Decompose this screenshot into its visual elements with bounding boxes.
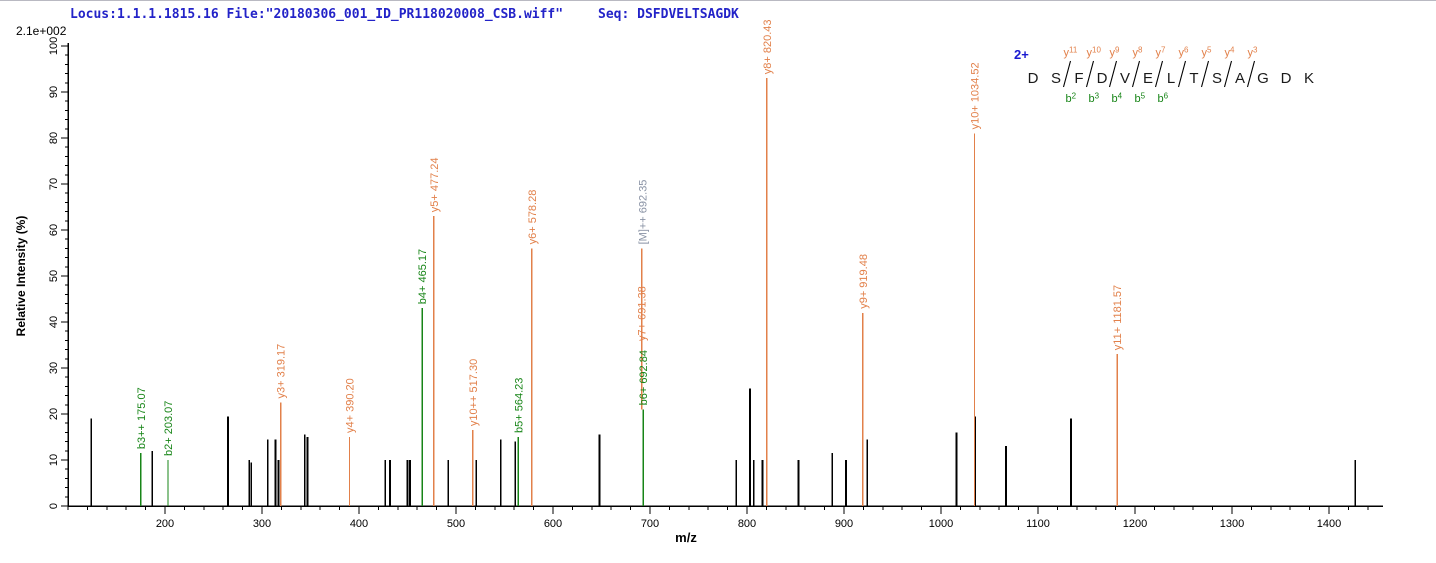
x-tick-label: 200 — [156, 518, 174, 530]
residue-letter: L — [1167, 70, 1175, 87]
y-tick-label: 70 — [48, 178, 60, 190]
y-ion-label: y4 — [1225, 46, 1236, 60]
x-tick-label: 1200 — [1123, 518, 1147, 530]
peak-label: b6+ 692.84 — [638, 350, 650, 405]
y-tick-label: 30 — [48, 362, 60, 374]
cleavage-mark — [1223, 60, 1233, 88]
cleavage-mark — [1177, 60, 1187, 88]
y-tick-label: 80 — [48, 132, 60, 144]
y-ion-label: y11 — [1064, 46, 1078, 60]
b-ion-label: b2 — [1066, 92, 1077, 106]
peak-label: [M]++ 692.35 — [638, 180, 650, 245]
y-ion-label: y9 — [1110, 46, 1121, 60]
x-tick-label: 1000 — [929, 518, 953, 530]
y-ion-label: y6 — [1179, 46, 1190, 60]
residue-letter: S — [1212, 70, 1222, 87]
residue-letter: S — [1051, 70, 1061, 87]
cleavage-mark — [1246, 60, 1256, 88]
x-axis-title: m/z — [675, 530, 697, 545]
cleavage-mark — [1131, 60, 1141, 88]
x-tick-label: 700 — [641, 518, 659, 530]
residue-letter: F — [1074, 70, 1083, 87]
residue-letter: D — [1097, 70, 1108, 87]
precursor-charge: 2+ — [1014, 47, 1029, 62]
y-axis-title: Relative Intensity (%) — [14, 216, 28, 337]
cleavage-mark — [1108, 60, 1118, 88]
x-tick-label: 800 — [738, 518, 756, 530]
x-tick-label: 500 — [447, 518, 465, 530]
peak-label: y9+ 919.48 — [858, 254, 870, 309]
cleavage-mark — [1062, 60, 1072, 88]
b-ion-label: b3 — [1089, 92, 1100, 106]
b-ion-label: b4 — [1112, 92, 1123, 106]
residue-letter: E — [1143, 70, 1153, 87]
y-ion-label: y8 — [1133, 46, 1144, 60]
peak-label: y7+ 691.38 — [637, 286, 649, 341]
y-tick-labels: 0 10 20 30 40 50 60 70 80 90 100 — [48, 37, 60, 509]
x-tick-labels: 200 300 400 500 600 700 800 900 1000 1100 1200 1300… — [156, 518, 1341, 530]
header-sequence: Seq: DSFDVELTSAGDK — [598, 7, 739, 22]
y-tick-label: 100 — [48, 37, 60, 55]
max-intensity-label: 2.1e+002 — [16, 24, 67, 38]
y-tick-label: 90 — [48, 86, 60, 98]
residue-letter: T — [1189, 70, 1198, 87]
peak-label: y6+ 578.28 — [527, 190, 539, 245]
peak-label: y3+ 319.17 — [276, 344, 288, 399]
x-tick-label: 600 — [544, 518, 562, 530]
axes — [61, 43, 1383, 514]
y-ion-label: y5 — [1202, 46, 1213, 60]
y-tick-label: 0 — [48, 503, 60, 509]
x-tick-label: 1300 — [1220, 518, 1244, 530]
y-ion-label: y10 — [1087, 46, 1102, 60]
x-tick-label: 900 — [835, 518, 853, 530]
y-ion-label: y7 — [1156, 46, 1167, 60]
peak-label: b3++ 175.07 — [136, 387, 148, 449]
y-tick-label: 50 — [48, 270, 60, 282]
x-tick-label: 1100 — [1026, 518, 1050, 530]
y-ion-label: y3 — [1248, 46, 1259, 60]
cleavage-mark — [1200, 60, 1210, 88]
residue-letter: G — [1257, 70, 1269, 87]
residue-letter: A — [1235, 70, 1245, 87]
y-tick-label: 40 — [48, 316, 60, 328]
residue-letter: V — [1120, 70, 1130, 87]
b-ion-label: b5 — [1135, 92, 1146, 106]
peak-label: y11+ 1181.57 — [1112, 285, 1124, 350]
peak-labels: b3++ 175.07 b2+ 203.07 y3+ 319.17 y4+ 390.2… — [136, 19, 1124, 456]
header-locus-file: Locus:1.1.1.1815.16 File:"20180306_001_I… — [70, 7, 564, 22]
peak-label: b2+ 203.07 — [163, 401, 175, 456]
cleavage-mark — [1085, 60, 1095, 88]
peaks — [90, 78, 1357, 506]
cleavage-mark — [1154, 60, 1164, 88]
peak-label: y5+ 477.24 — [429, 157, 441, 212]
peak-label: y10++ 517.30 — [468, 359, 480, 426]
peak-label: y8+ 820.43 — [762, 19, 774, 74]
peak-label: b5+ 564.23 — [513, 378, 525, 433]
peak-label: y10+ 1034.52 — [969, 62, 981, 129]
y-tick-label: 10 — [48, 454, 60, 466]
residue-letter: D — [1028, 70, 1039, 87]
peak-label: b4+ 465.17 — [417, 249, 429, 304]
residue-letter: K — [1304, 70, 1314, 87]
x-tick-label: 1400 — [1317, 518, 1341, 530]
y-tick-label: 60 — [48, 224, 60, 236]
b-ion-label: b6 — [1158, 92, 1169, 106]
y-tick-label: 20 — [48, 408, 60, 420]
x-tick-label: 300 — [253, 518, 271, 530]
peak-label: y4+ 390.20 — [344, 378, 356, 433]
x-tick-label: 400 — [350, 518, 368, 530]
residue-letter: D — [1281, 70, 1292, 87]
